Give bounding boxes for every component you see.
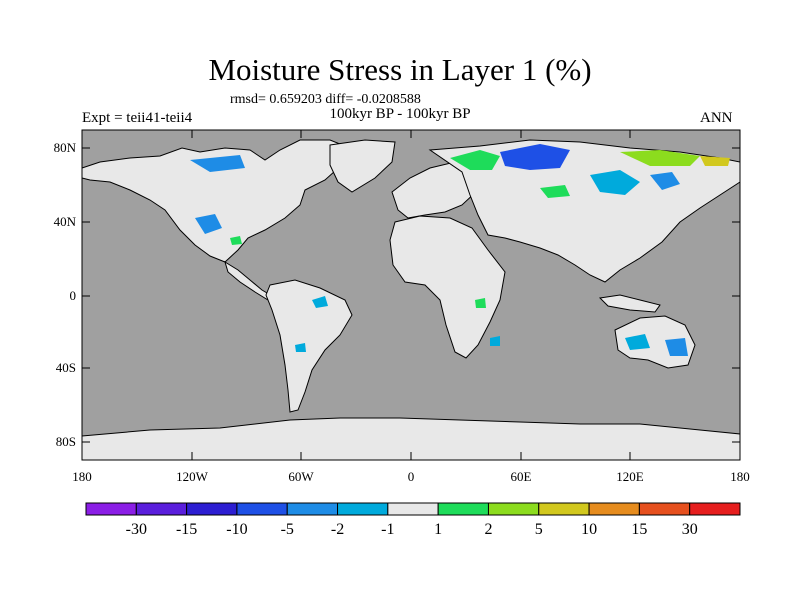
colorbar: -30 -15 -10 -5 -2 -1 1 2 5 10 15 30 <box>85 502 741 538</box>
lat-label-80s: 80S <box>56 434 76 449</box>
patch-blue-australia-east <box>665 338 688 356</box>
colorbar-label: -2 <box>331 521 344 538</box>
colorbar-label: 15 <box>631 521 647 538</box>
lon-label-180e: 180 <box>730 469 750 484</box>
anomaly-patches <box>190 144 730 356</box>
land-europe <box>391 161 479 219</box>
colorbar-box <box>689 502 741 516</box>
colorbar-label: 30 <box>682 521 698 538</box>
colorbar-label: -5 <box>281 521 294 538</box>
colorbar-box <box>588 502 640 516</box>
colorbar-box <box>437 502 489 516</box>
colorbar-box <box>487 502 540 516</box>
patch-blue-brazil <box>312 296 328 308</box>
lon-label-120w: 120W <box>176 469 209 484</box>
lon-label-0: 0 <box>408 469 415 484</box>
colorbar-box <box>85 502 137 516</box>
patch-green-centralasia <box>540 185 570 198</box>
patch-negative-siberia <box>500 144 570 170</box>
patch-light-blue-asia <box>590 170 640 195</box>
colorbar-label: -1 <box>381 521 394 538</box>
lat-label-40n: 40N <box>54 214 77 229</box>
land-north-america <box>81 139 351 263</box>
patch-blue-southamerica <box>295 343 306 352</box>
period-label: 100kyr BP - 100kyr BP <box>329 106 471 122</box>
patch-positive-siberia <box>450 150 500 170</box>
land-greenland <box>329 139 396 193</box>
patch-blue-australia <box>625 334 650 350</box>
lat-label-80n: 80N <box>54 140 77 155</box>
colorbar-label: -15 <box>176 521 197 538</box>
colorbar-box <box>538 502 590 516</box>
lon-label-180w: 180 <box>72 469 92 484</box>
colorbar-label: -30 <box>126 521 147 538</box>
colorbar-label: 1 <box>434 521 442 538</box>
statistics-text: rmsd= 0.659203 diff= -0.0208588 <box>230 92 421 107</box>
lat-label-40s: 40S <box>56 360 76 375</box>
ticks <box>81 130 741 460</box>
lon-label-120e: 120E <box>616 469 644 484</box>
patch-green-africa <box>475 298 486 308</box>
season-label: ANN <box>700 110 733 126</box>
land-indonesia <box>598 294 661 313</box>
colorbar-box <box>387 502 439 516</box>
patch-blue-eastasia <box>650 172 680 190</box>
lon-label-60w: 60W <box>288 469 314 484</box>
land-africa <box>389 215 506 359</box>
colorbar-box <box>286 502 339 516</box>
patch-green-usa <box>230 236 242 245</box>
latitude-labels: 80N 40N 0 40S 80S <box>54 140 77 449</box>
map-title: Moisture Stress in Layer 1 (%) <box>208 52 592 87</box>
patch-blue-usa <box>195 214 222 234</box>
colorbar-label: 2 <box>484 521 492 538</box>
longitude-labels: 180 120W 60W 0 60E 120E 180 <box>72 469 750 484</box>
colorbar-label: -10 <box>226 521 247 538</box>
colorbar-box <box>236 502 288 516</box>
colorbar-box <box>186 502 238 516</box>
patch-blue-canada <box>190 155 245 172</box>
colorbar-label: 10 <box>581 521 597 538</box>
colorbar-box <box>337 502 389 516</box>
lat-label-0: 0 <box>70 288 77 303</box>
experiment-label: Expt = teii41-teii4 <box>82 110 193 126</box>
patch-positive-arctic <box>700 156 730 166</box>
colorbar-box <box>638 502 691 516</box>
patch-positive-northeast <box>620 150 700 166</box>
land-south-america <box>265 279 353 413</box>
lon-label-60e: 60E <box>511 469 532 484</box>
patch-blue-africa <box>490 336 500 346</box>
colorbar-box <box>135 502 188 516</box>
colorbar-label: 5 <box>535 521 543 538</box>
